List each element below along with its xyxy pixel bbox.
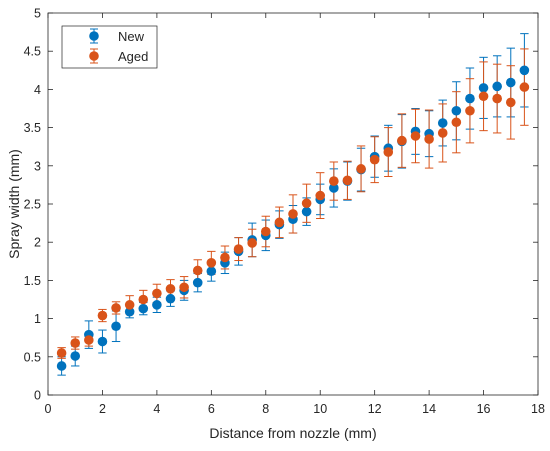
x-tick-label: 18 [531, 402, 545, 416]
legend-new-label: New [118, 29, 145, 44]
y-tick-label: 2.5 [24, 198, 41, 212]
aged-data-point [329, 176, 339, 186]
x-tick-label: 16 [477, 402, 491, 416]
aged-data-point [220, 252, 230, 263]
aged-data-point [397, 135, 407, 146]
new-data-point [165, 293, 176, 304]
new-data-point [519, 65, 530, 76]
y-tick-label: 0.5 [24, 350, 41, 364]
aged-data-point [97, 310, 108, 321]
x-tick-label: 6 [208, 402, 215, 416]
new-data-point [56, 361, 67, 371]
aged-data-point [84, 335, 94, 345]
x-tick-label: 8 [262, 402, 269, 416]
y-tick-label: 3 [34, 159, 41, 173]
aged-data-point [424, 134, 434, 144]
new-data-point [492, 81, 502, 92]
aged-data-point [138, 294, 149, 305]
y-tick-label: 4 [34, 83, 41, 97]
aged-data-point [437, 128, 448, 138]
y-axis-label: Spray width (mm) [6, 149, 22, 259]
x-tick-label: 14 [422, 402, 436, 416]
new-data-point [451, 105, 462, 116]
aged-data-point [260, 226, 271, 237]
x-axis-ticks: 0 2 4 6 8 10 12 14 16 18 [45, 13, 545, 416]
y-tick-label: 2 [34, 236, 41, 250]
new-data-point [437, 118, 448, 128]
aged-data-point [342, 175, 353, 186]
new-data-point [138, 303, 149, 314]
new-data-point [152, 300, 162, 310]
legend-aged-marker [89, 51, 99, 61]
aged-data-point [451, 117, 462, 128]
legend: New Aged [61, 25, 158, 69]
x-tick-label: 12 [368, 402, 382, 416]
aged-data-point [56, 348, 67, 358]
aged-data-point [315, 190, 326, 201]
aged-data-point [410, 131, 421, 141]
aged-data-point [356, 164, 366, 174]
legend-new-marker [89, 31, 99, 41]
new-data-point [192, 277, 203, 288]
new-data-point [70, 351, 81, 361]
y-tick-label: 1.5 [24, 274, 41, 288]
x-tick-label: 10 [313, 402, 327, 416]
x-tick-label: 2 [99, 402, 106, 416]
new-data-point [465, 93, 475, 104]
y-tick-label: 0 [34, 389, 41, 403]
aged-data-point [70, 338, 81, 348]
new-data-point [124, 306, 135, 317]
aged-data-point [192, 265, 203, 276]
x-axis-label: Distance from nozzle (mm) [209, 425, 376, 441]
aged-data-point [505, 97, 516, 108]
aged-data-point [288, 209, 298, 219]
new-data-point [329, 183, 339, 193]
y-tick-label: 5 [34, 7, 41, 21]
new-data-point [301, 206, 312, 217]
x-tick-label: 0 [45, 402, 52, 416]
y-tick-label: 1 [34, 312, 41, 326]
aged-data-point [492, 93, 502, 104]
legend-item-aged: Aged [89, 48, 148, 64]
aged-data-point [152, 288, 162, 299]
y-axis-ticks: 0 0.5 1 1.5 2 2.5 3 3.5 4 4.5 5 [24, 7, 538, 403]
data-markers [56, 65, 530, 371]
new-data-point [111, 321, 121, 332]
aged-data-point [247, 238, 257, 248]
y-tick-label: 3.5 [24, 121, 41, 135]
legend-item-new: New [89, 28, 145, 44]
x-tick-label: 4 [153, 402, 160, 416]
legend-box [61, 25, 158, 69]
new-data-point [206, 266, 217, 277]
aged-data-point [274, 217, 285, 228]
new-data-point [505, 77, 516, 88]
aged-data-point [369, 154, 380, 165]
new-data-point [478, 83, 489, 93]
aged-data-point [478, 91, 489, 102]
aged-data-point [465, 105, 475, 116]
y-tick-label: 4.5 [24, 45, 41, 59]
aged-data-point [124, 300, 135, 310]
aged-data-point [206, 258, 217, 268]
aged-data-point [179, 282, 189, 293]
new-data-point [97, 336, 108, 347]
aged-data-point [383, 147, 394, 157]
aged-data-point [519, 82, 530, 92]
legend-aged-label: Aged [118, 49, 148, 64]
aged-data-point [301, 198, 312, 209]
aged-data-point [111, 303, 121, 313]
aged-data-point [165, 284, 176, 294]
aged-data-point [233, 244, 244, 254]
